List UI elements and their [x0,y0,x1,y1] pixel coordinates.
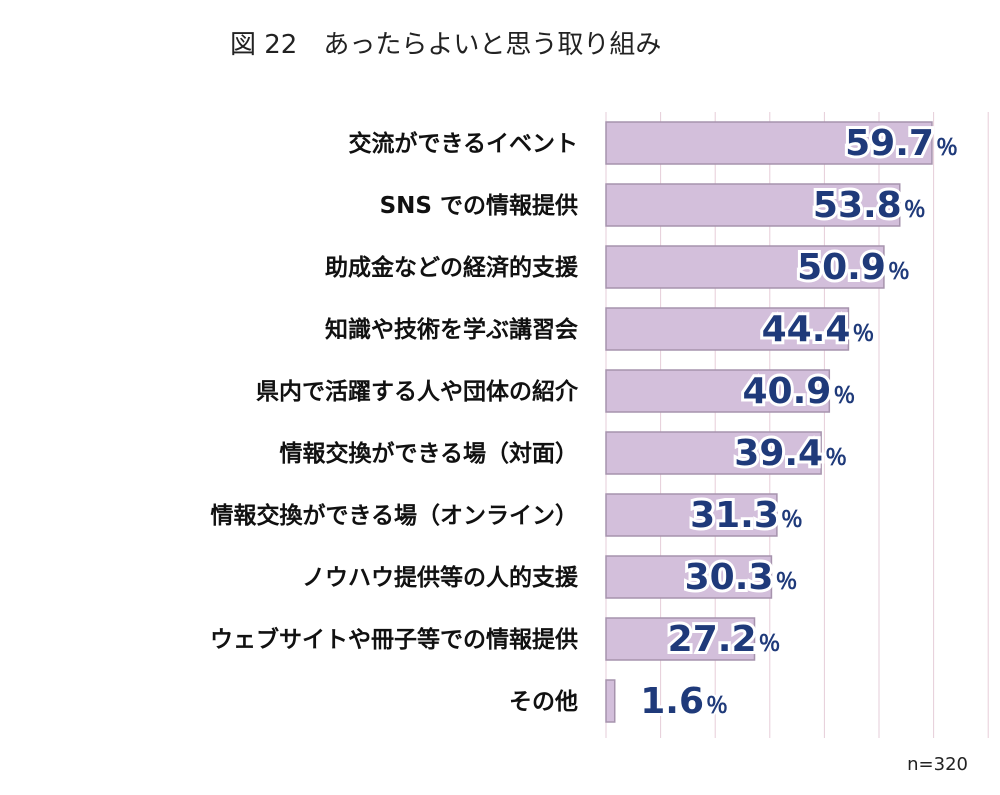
value-label: 31.3 [690,495,779,536]
value-label: 44.4 [762,309,851,350]
bar [605,245,885,289]
bar [605,307,850,351]
bar [605,183,901,227]
value-label: 30.3 [685,557,774,598]
value-label: 53.8 [813,185,902,226]
bar [605,369,831,413]
category-label: 助成金などの経済的支援 [325,254,579,281]
category-label: 知識や技術を学ぶ講習会 [325,316,578,343]
category-label: その他 [509,689,578,715]
bar [605,121,933,165]
percent-sign: ％ [852,322,874,347]
category-label: 情報交換ができる場（対面） [279,440,578,467]
bar [605,431,822,475]
percent-sign: ％ [825,446,847,471]
category-label: 情報交換ができる場（オンライン） [210,502,578,529]
bar [605,617,756,661]
category-label: 県内で活躍する人や団体の紹介 [256,378,579,405]
bar [605,555,773,599]
value-label: 27.2 [668,619,757,660]
bar [605,493,778,537]
percent-sign: ％ [936,136,958,161]
value-label: 39.4 [734,433,823,474]
percent-sign: ％ [781,508,803,533]
percent-sign: ％ [759,632,781,657]
bars [605,121,933,723]
category-label: ノウハウ提供等の人的支援 [302,564,579,591]
percent-sign: ％ [904,198,926,223]
category-label: ウェブサイトや冊子等での情報提供 [210,626,578,653]
value-label: 50.9 [797,247,886,288]
percent-sign: ％ [833,384,855,409]
sample-size-note: n=320 [907,754,968,775]
value-labels: 59.7 ％53.8 ％50.9 ％44.4 ％40.9 ％39.4 ％31.3 ％30.3 ％… [637,120,960,725]
percent-sign: ％ [888,260,910,285]
category-label: 交流ができるイベント [348,130,578,157]
percent-sign: ％ [775,570,797,595]
chart-title: 図 22 あったらよいと思う取り組み [230,30,661,60]
category-label: SNS での情報提供 [380,192,578,219]
value-label: 59.7 [845,123,934,164]
percent-sign: ％ [706,694,728,719]
value-label: 1.6 [640,681,704,722]
value-label: 40.9 [742,371,831,412]
bar [605,679,616,723]
category-labels: 交流ができるイベント SNS での情報提供助成金などの経済的支援知識や技術を学ぶ講… [210,130,579,715]
